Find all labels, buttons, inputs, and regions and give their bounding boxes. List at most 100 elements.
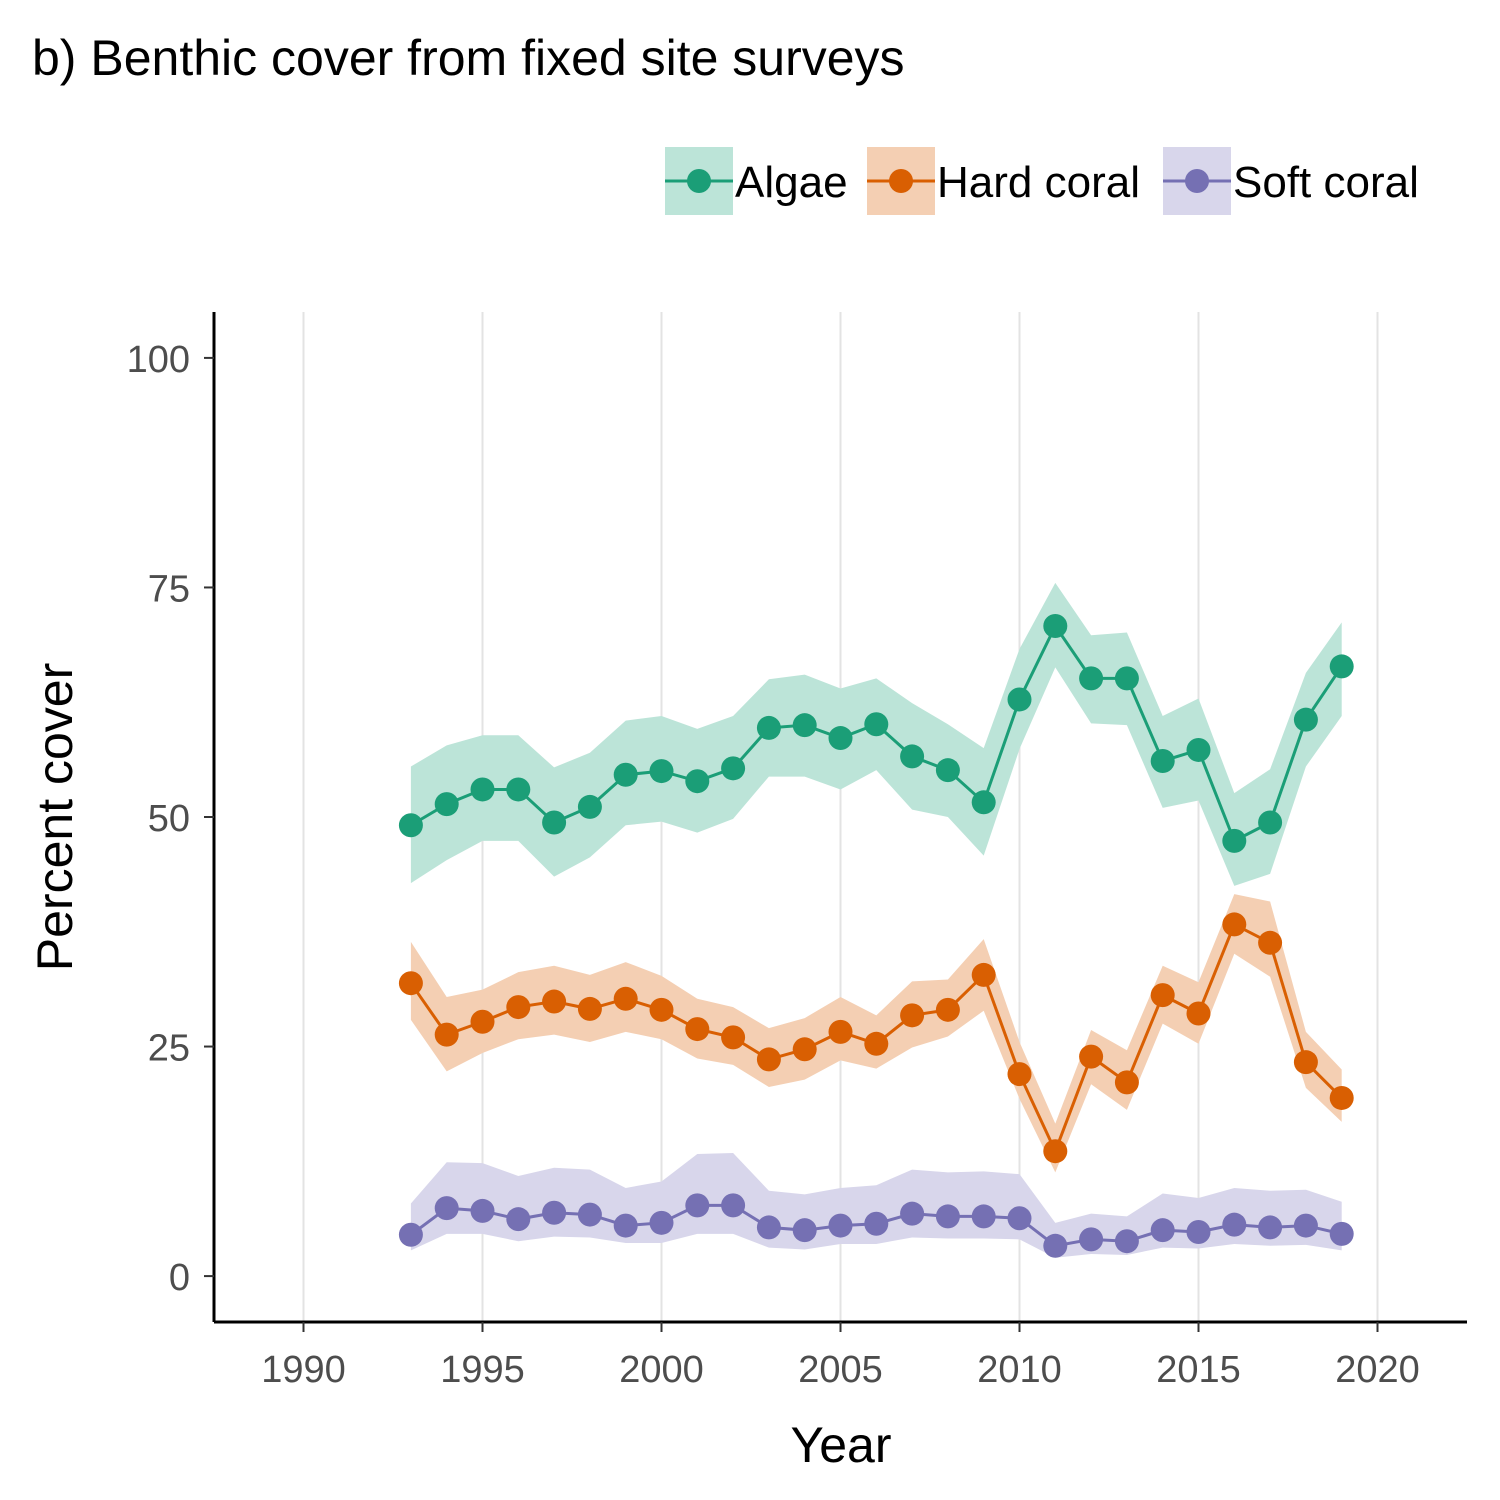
hard-coral-point-2019 (1329, 1085, 1354, 1110)
hard-coral-point-2010 (1007, 1062, 1032, 1087)
hard-coral-point-1997 (542, 989, 567, 1014)
hard-coral-point-2007 (900, 1003, 925, 1028)
soft-coral-point-2018 (1293, 1213, 1318, 1238)
algae-point-2015 (1186, 737, 1211, 762)
algae-point-2013 (1114, 666, 1139, 691)
x-tick-label-2015: 2015 (1156, 1349, 1241, 1391)
algae-point-2004 (792, 713, 817, 738)
algae-point-1993 (398, 813, 423, 838)
algae-point-2009 (971, 790, 996, 815)
x-tick-label-2020: 2020 (1335, 1349, 1420, 1391)
soft-coral-point-2007 (900, 1201, 925, 1226)
hard-coral-point-2005 (828, 1019, 853, 1044)
soft-coral-point-1994 (434, 1196, 459, 1221)
hard-coral-point-2012 (1079, 1044, 1104, 1069)
hard-coral-point-1994 (434, 1022, 459, 1047)
algae-point-2012 (1079, 666, 1104, 691)
legend: Algae Hard coral Soft coral (665, 147, 1419, 215)
soft-coral-point-2009 (971, 1204, 996, 1229)
soft-coral-point-1995 (470, 1198, 495, 1223)
x-axis-ticks: 1990 1995 2000 2005 2010 2015 2020 (261, 1322, 1420, 1391)
hard-coral-point-1998 (577, 996, 602, 1021)
y-axis-ticks: 0 25 50 75 100 (127, 339, 214, 1299)
algae-point-1997 (542, 810, 567, 835)
x-tick-label-2010: 2010 (977, 1349, 1062, 1391)
soft-coral-point-2014 (1150, 1218, 1175, 1243)
soft-coral-confidence-band (410, 1153, 1342, 1258)
algae-point-2018 (1293, 707, 1318, 732)
soft-coral-point-2005 (828, 1213, 853, 1238)
algae-point-2007 (900, 744, 925, 769)
legend-label-hard-coral: Hard coral (937, 158, 1140, 207)
hard-coral-point-1993 (398, 971, 423, 996)
legend-item-hard-coral: Hard coral (867, 147, 1140, 215)
hard-coral-point-2018 (1293, 1050, 1318, 1075)
legend-item-soft-coral: Soft coral (1163, 147, 1419, 215)
hard-coral-point-2014 (1150, 983, 1175, 1008)
algae-point-2019 (1329, 654, 1354, 679)
hard-coral-point-2017 (1258, 930, 1283, 955)
soft-coral-point-2012 (1079, 1227, 1104, 1252)
hard-coral-point-2002 (721, 1025, 746, 1050)
soft-coral-point-2019 (1329, 1221, 1354, 1246)
y-tick-label-100: 100 (127, 339, 190, 381)
algae-point-2000 (649, 759, 674, 784)
soft-coral-point-2013 (1114, 1229, 1139, 1254)
hard-coral-point-2006 (864, 1031, 889, 1056)
soft-coral-point-1996 (506, 1207, 531, 1232)
hard-coral-point-1995 (470, 1009, 495, 1034)
soft-coral-point-1999 (613, 1213, 638, 1238)
y-tick-label-0: 0 (169, 1257, 190, 1299)
algae-point-2001 (685, 769, 710, 794)
hard-coral-point-2016 (1222, 912, 1247, 937)
hard-coral-point-2000 (649, 997, 674, 1022)
soft-coral-point-1997 (542, 1200, 567, 1225)
x-axis-title: Year (790, 1417, 891, 1473)
x-tick-label-1990: 1990 (261, 1349, 346, 1391)
hard-coral-point-2015 (1186, 1001, 1211, 1026)
soft-coral-point-2010 (1007, 1206, 1032, 1231)
algae-point-1994 (434, 792, 459, 817)
hard-coral-point-1996 (506, 995, 531, 1020)
hard-coral-point-2001 (685, 1017, 710, 1042)
algae-point-2010 (1007, 687, 1032, 712)
soft-coral-point-2011 (1043, 1233, 1068, 1258)
hard-coral-point-2004 (792, 1037, 817, 1062)
x-tick-label-1995: 1995 (440, 1349, 525, 1391)
legend-item-algae: Algae (665, 147, 848, 215)
soft-coral-point-1993 (398, 1222, 423, 1247)
legend-label-soft-coral: Soft coral (1233, 158, 1419, 207)
chart-title: b) Benthic cover from fixed site surveys (32, 30, 905, 86)
legend-key-point-algae (687, 169, 711, 193)
hard-coral-point-2003 (756, 1047, 781, 1072)
soft-coral-point-2008 (935, 1204, 960, 1229)
confidence-bands (410, 582, 1342, 1258)
soft-coral-point-2002 (721, 1193, 746, 1218)
hard-coral-point-2009 (971, 962, 996, 987)
algae-point-2014 (1150, 748, 1175, 773)
hard-coral-point-1999 (613, 986, 638, 1011)
algae-point-2011 (1043, 614, 1068, 639)
legend-key-point-soft-coral (1185, 169, 1209, 193)
x-tick-label-2005: 2005 (798, 1349, 883, 1391)
y-tick-label-25: 25 (148, 1028, 190, 1070)
soft-coral-point-1998 (577, 1202, 602, 1227)
algae-point-2002 (721, 756, 746, 781)
algae-point-2008 (935, 758, 960, 783)
algae-point-2005 (828, 726, 853, 751)
soft-coral-point-2001 (685, 1193, 710, 1218)
data-points (398, 614, 1354, 1258)
algae-point-1996 (506, 777, 531, 802)
hard-coral-point-2013 (1114, 1070, 1139, 1095)
soft-coral-point-2015 (1186, 1220, 1211, 1245)
y-tick-label-50: 50 (148, 798, 190, 840)
soft-coral-point-2000 (649, 1210, 674, 1235)
x-tick-label-2000: 2000 (619, 1349, 704, 1391)
algae-point-2016 (1222, 828, 1247, 853)
soft-coral-point-2016 (1222, 1212, 1247, 1237)
y-axis-title: Percent cover (27, 663, 83, 971)
soft-coral-point-2006 (864, 1211, 889, 1236)
hard-coral-point-2011 (1043, 1139, 1068, 1164)
algae-point-2003 (756, 715, 781, 740)
algae-point-1998 (577, 794, 602, 819)
